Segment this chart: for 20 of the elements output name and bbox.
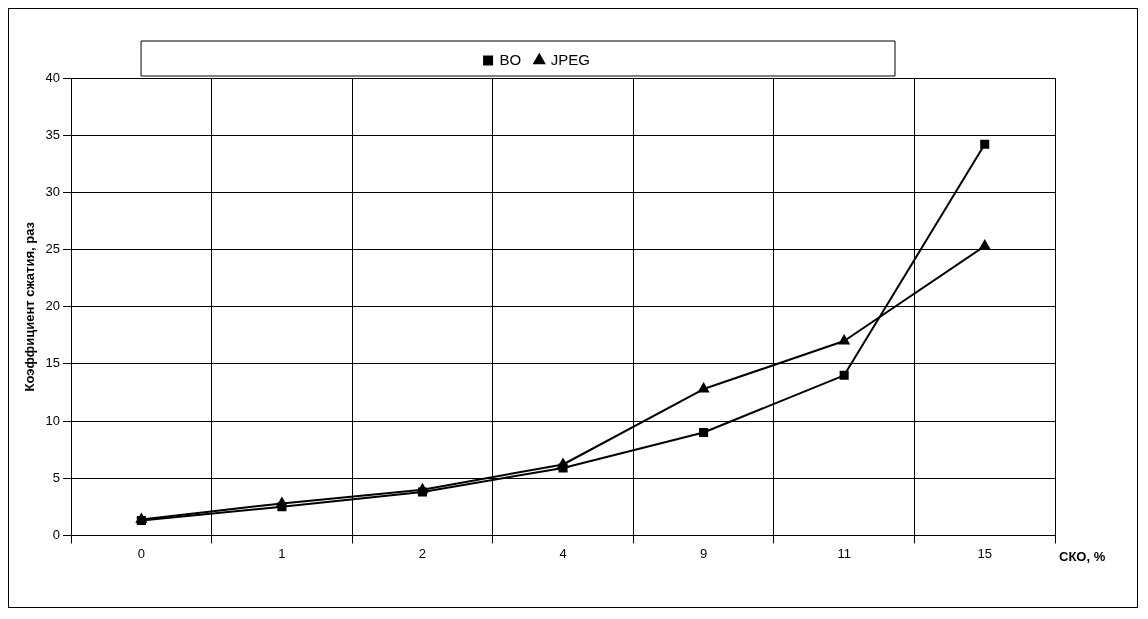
y-tick-label: 35 [45,126,61,142]
legend-label: JPEG [550,50,590,68]
x-tick-label: 0 [137,545,145,561]
y-tick-label: 5 [52,469,61,485]
y-tick-label: 20 [45,298,61,314]
y-tick-label: 40 [45,69,61,85]
y-tick-label: 10 [45,412,61,428]
x-tick-label: 9 [699,545,708,561]
y-tick-label: 0 [52,526,61,542]
x-axis-title: СКО, % [1059,548,1106,564]
y-axis-title: Коэффициент сжатия, раз [22,221,38,392]
x-tick-label: 4 [559,545,567,561]
y-tick-label: 25 [45,241,61,257]
y-tick-label: 15 [45,355,61,371]
x-tick-label: 11 [837,545,851,561]
legend-label: BO [499,50,522,68]
x-tick-label: 1 [278,545,286,561]
x-tick-label: 15 [977,545,992,561]
y-tick-label: 30 [45,183,61,199]
x-tick-label: 2 [418,545,427,561]
